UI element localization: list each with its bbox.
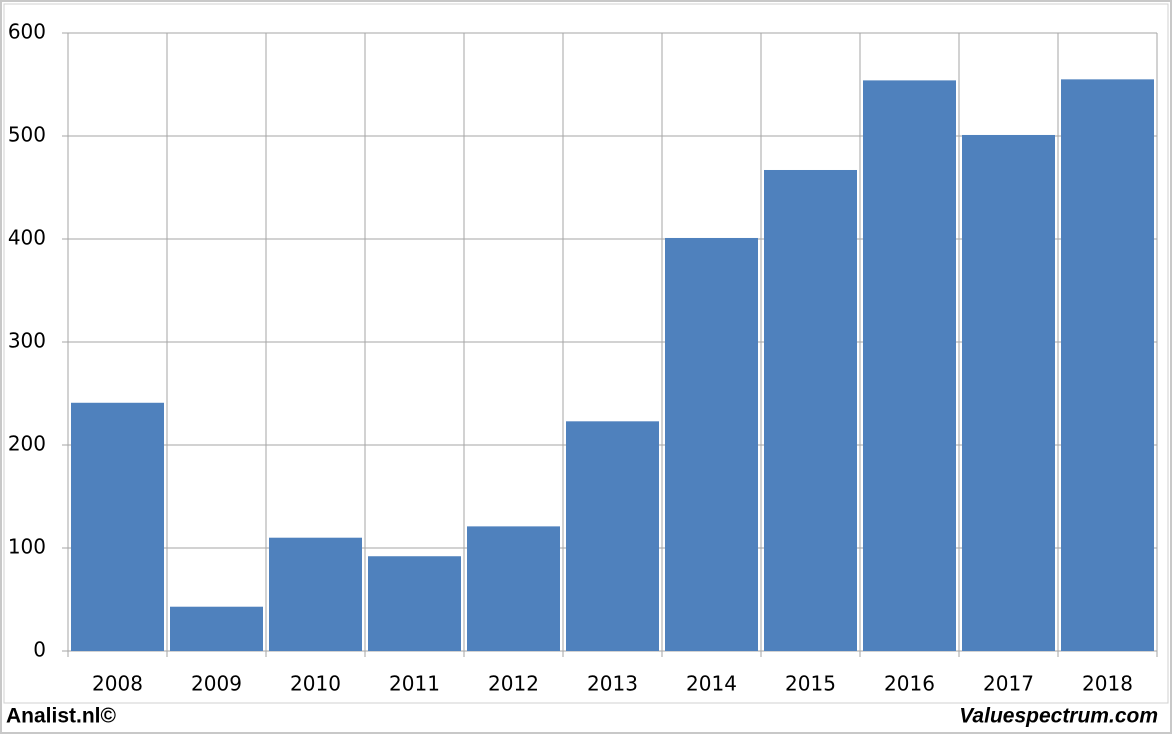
x-tick-label: 2018	[1082, 672, 1133, 696]
bar	[863, 80, 956, 651]
bar	[170, 606, 263, 651]
x-tick-label: 2014	[686, 672, 737, 696]
y-tick-label: 0	[33, 638, 46, 662]
x-tick-label: 2017	[983, 672, 1034, 696]
bar	[665, 237, 758, 651]
bar	[764, 169, 857, 652]
bar	[71, 402, 164, 651]
x-tick-label: 2010	[290, 672, 341, 696]
footer-left: Analist.nl©	[6, 705, 117, 728]
x-tick-label: 2016	[884, 672, 935, 696]
bar	[962, 134, 1055, 652]
y-tick-label: 600	[8, 20, 46, 44]
x-tick-label: 2011	[389, 672, 440, 696]
y-tick-label: 200	[8, 432, 46, 456]
x-tick-label: 2015	[785, 672, 836, 696]
bar	[368, 556, 461, 651]
bar	[269, 537, 362, 651]
y-tick-label: 300	[8, 329, 46, 353]
x-tick-label: 2009	[191, 672, 242, 696]
y-tick-label: 100	[8, 535, 46, 559]
bar	[566, 421, 659, 651]
x-tick-label: 2012	[488, 672, 539, 696]
bar	[467, 526, 560, 651]
y-tick-label: 400	[8, 226, 46, 250]
x-tick-label: 2008	[92, 672, 143, 696]
bar	[1061, 79, 1154, 652]
x-tick-label: 2013	[587, 672, 638, 696]
y-tick-label: 500	[8, 123, 46, 147]
footer-right: Valuespectrum.com	[959, 705, 1158, 728]
